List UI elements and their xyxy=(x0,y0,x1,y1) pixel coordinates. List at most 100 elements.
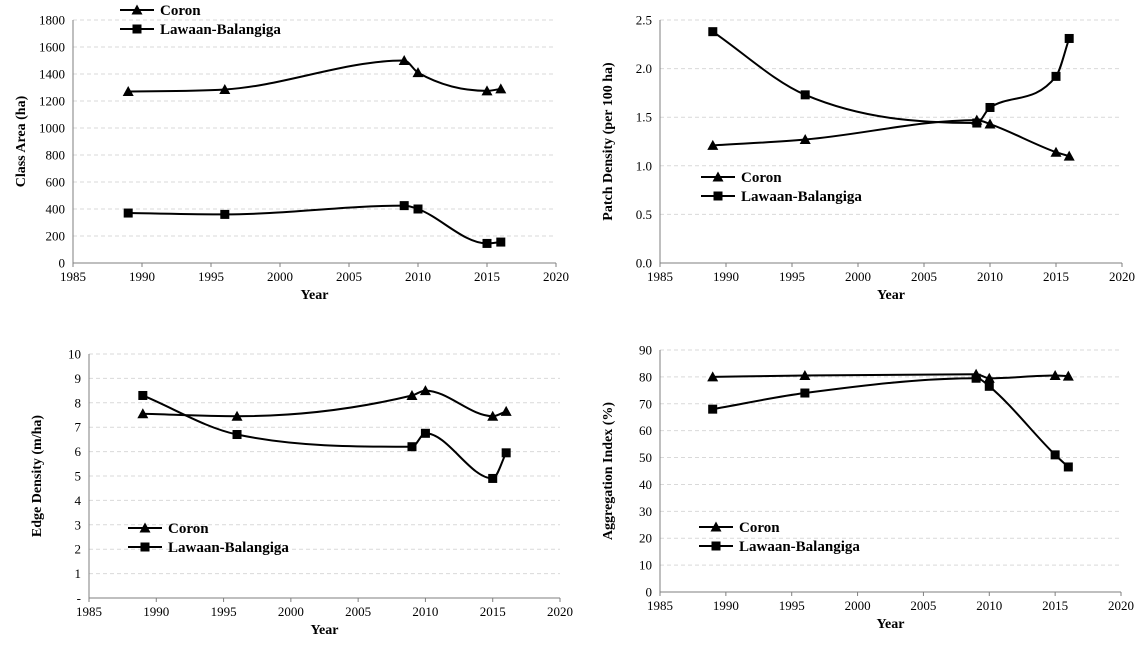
x-axis-title: Year xyxy=(301,288,329,303)
data-point-coron xyxy=(231,410,243,421)
series-line-coron xyxy=(712,119,1070,158)
x-tick-label: 1985 xyxy=(76,604,102,619)
x-axis-title: Year xyxy=(877,288,905,303)
legend-label-coron: Coron xyxy=(741,170,782,186)
x-tick-label: 1985 xyxy=(647,269,673,284)
y-tick-label: 800 xyxy=(46,148,66,163)
y-tick-label: 9 xyxy=(75,371,82,386)
y-tick-label: 1000 xyxy=(39,121,65,136)
x-tick-label: 1990 xyxy=(713,269,739,284)
data-point-coron xyxy=(412,67,424,78)
x-tick-label: 2010 xyxy=(976,598,1002,613)
y-tick-label: 8 xyxy=(75,395,82,410)
y-tick-label: 50 xyxy=(639,450,652,465)
legend-marker-coron xyxy=(712,171,724,182)
data-point-lawaan-balangiga xyxy=(496,237,506,247)
y-tick-label: 6 xyxy=(75,444,82,459)
y-tick-label: 10 xyxy=(68,347,81,362)
y-tick-label: 2.0 xyxy=(636,61,652,76)
x-tick-label: 2000 xyxy=(845,598,871,613)
y-tick-label: 80 xyxy=(639,369,652,384)
x-tick-label: 1995 xyxy=(198,269,224,284)
legend-label-lawaan-balangiga: Lawaan-Balangiga xyxy=(168,540,289,556)
x-tick-label: 2010 xyxy=(412,604,438,619)
data-point-lawaan-balangiga xyxy=(1063,462,1073,472)
data-point-lawaan-balangiga xyxy=(220,209,230,219)
legend-marker-lawaan-balangiga xyxy=(711,541,721,551)
data-point-coron xyxy=(1049,370,1061,381)
legend-marker-lawaan-balangiga xyxy=(132,24,142,34)
x-tick-label: 2015 xyxy=(480,604,506,619)
y-tick-label: 40 xyxy=(639,477,652,492)
data-point-coron xyxy=(495,83,507,94)
x-tick-label: 2020 xyxy=(547,604,573,619)
x-axis-title: Year xyxy=(877,617,905,632)
x-tick-label: 2020 xyxy=(1109,269,1135,284)
data-point-coron xyxy=(398,55,410,65)
y-tick-label: 0.0 xyxy=(636,256,652,271)
y-tick-label: 20 xyxy=(639,531,652,546)
y-tick-label: 10 xyxy=(639,558,652,573)
data-point-lawaan-balangiga xyxy=(984,381,994,391)
data-point-lawaan-balangiga xyxy=(800,388,810,398)
data-point-lawaan-balangiga xyxy=(708,404,718,414)
legend-label-coron: Coron xyxy=(160,3,201,19)
y-tick-label: 0 xyxy=(59,256,66,271)
y-tick-label: 1.5 xyxy=(636,110,652,125)
x-tick-label: 2015 xyxy=(1042,598,1068,613)
x-tick-label: 1995 xyxy=(211,604,237,619)
y-tick-label: 90 xyxy=(639,343,652,358)
data-point-lawaan-balangiga xyxy=(123,208,133,218)
y-axis-title: Patch Density (per 100 ha) xyxy=(601,62,616,221)
data-point-lawaan-balangiga xyxy=(482,238,492,248)
y-tick-label: 1400 xyxy=(39,67,65,82)
legend-label-coron: Coron xyxy=(168,521,209,537)
y-tick-label: 600 xyxy=(46,175,66,190)
x-tick-label: 2000 xyxy=(267,269,293,284)
legend-label-coron: Coron xyxy=(739,520,780,536)
chart-aggregation-index: 0 10 20 30 40 50 60 70 80 90 1985 1990 1995 2000 2005 2… xyxy=(571,322,1142,645)
x-tick-label: 1995 xyxy=(779,598,805,613)
series-line-lawaan-balangiga xyxy=(712,30,1071,125)
series-line-coron xyxy=(712,373,1069,380)
legend-marker-lawaan-balangiga xyxy=(713,191,723,201)
data-point-lawaan-balangiga xyxy=(971,373,981,383)
y-tick-label: 1.0 xyxy=(636,158,652,173)
x-tick-label: 1985 xyxy=(647,598,673,613)
series-line-coron xyxy=(128,59,501,93)
y-tick-label: 7 xyxy=(75,420,82,435)
data-point-lawaan-balangiga xyxy=(1051,71,1061,81)
y-tick-label: 0 xyxy=(646,585,653,600)
x-tick-label: 2010 xyxy=(405,269,431,284)
legend-marker-coron xyxy=(131,4,143,15)
data-point-coron xyxy=(799,134,811,145)
data-point-coron xyxy=(219,84,231,95)
x-tick-label: 2000 xyxy=(278,604,304,619)
data-point-lawaan-balangiga xyxy=(420,428,430,438)
data-point-coron xyxy=(707,371,719,382)
chart-class-area: 0 200 400 600 800 1000 1200 1400 1600 1800 1985 199… xyxy=(0,0,571,322)
data-point-lawaan-balangiga xyxy=(232,430,242,440)
x-tick-label: 2005 xyxy=(345,604,371,619)
data-point-lawaan-balangiga xyxy=(407,442,417,452)
data-point-lawaan-balangiga xyxy=(972,118,982,128)
data-point-coron xyxy=(1050,146,1062,157)
y-tick-label: 1600 xyxy=(39,40,65,55)
data-point-coron xyxy=(983,372,995,383)
data-point-coron xyxy=(406,389,418,400)
data-point-coron xyxy=(984,118,996,129)
chart-class-area-svg: 0 200 400 600 800 1000 1200 1400 1600 1800 1985 199… xyxy=(14,3,569,303)
y-axis-title: Edge Density (m/ha) xyxy=(30,415,45,537)
data-point-coron xyxy=(487,410,499,421)
legend-marker-lawaan-balangiga xyxy=(140,542,150,552)
data-point-lawaan-balangiga xyxy=(501,448,511,458)
y-tick-label: 60 xyxy=(639,423,652,438)
data-point-coron xyxy=(500,405,512,416)
x-tick-label: 1990 xyxy=(143,604,169,619)
x-tick-label: 2015 xyxy=(1043,269,1069,284)
y-tick-label: 2.5 xyxy=(636,13,652,28)
data-point-coron xyxy=(1063,150,1075,161)
y-tick-label: 400 xyxy=(46,202,66,217)
legend-label-lawaan-balangiga: Lawaan-Balangiga xyxy=(160,22,281,38)
data-point-coron xyxy=(137,408,149,419)
